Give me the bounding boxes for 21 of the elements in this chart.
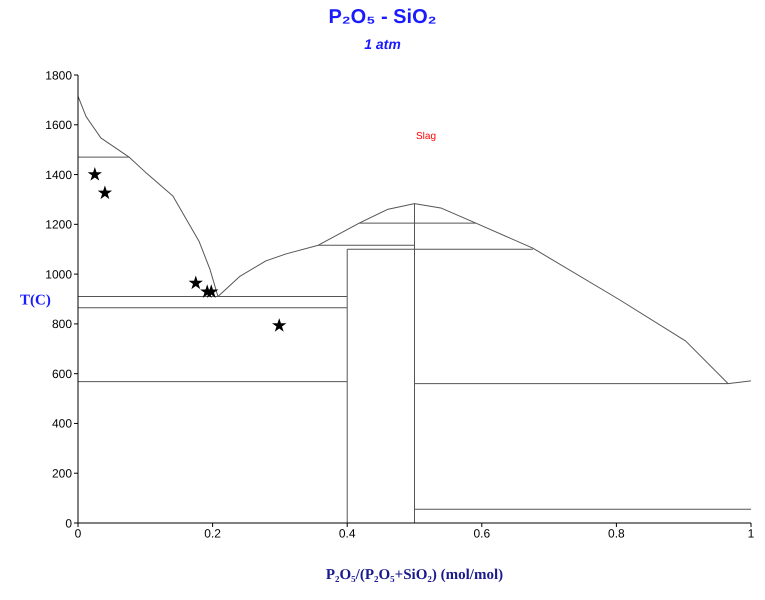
x-tick-label: 0.8 [608,526,626,541]
y-tick-label: 1200 [45,218,72,232]
x-tick-label: 0 [74,526,82,541]
chart-title: P₂O₅ - SiO₂ [327,6,438,29]
y-axis-title: T(C) [20,292,51,308]
x-tick-label: 0.2 [204,526,222,541]
x-axis-title: P₂O₅/(P₂O₅+SiO₂) (mol/mol) [326,567,504,583]
x-tick-label: 0.4 [338,526,356,541]
y-tick-label: 1600 [45,118,72,132]
y-tick-label: 1000 [45,267,72,282]
x-tick-label: 1 [748,526,755,541]
chart-subtitle: 1 atm [363,36,402,52]
x-tick-label: 0.6 [473,526,490,541]
y-tick-label: 0 [65,516,72,530]
y-tick-label: 800 [52,317,72,332]
y-tick-label: 200 [52,466,72,480]
annotation: Slag [416,131,436,142]
y-tick-label: 400 [52,416,72,431]
y-tick-label: 1800 [45,68,72,82]
y-tick-label: 1400 [45,168,72,182]
y-tick-label: 600 [52,366,72,381]
